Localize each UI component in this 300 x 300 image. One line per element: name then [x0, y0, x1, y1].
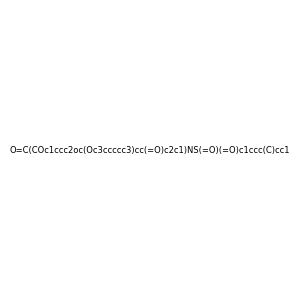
Text: O=C(COc1ccc2oc(Oc3ccccc3)cc(=O)c2c1)NS(=O)(=O)c1ccc(C)cc1: O=C(COc1ccc2oc(Oc3ccccc3)cc(=O)c2c1)NS(=… — [10, 146, 290, 154]
